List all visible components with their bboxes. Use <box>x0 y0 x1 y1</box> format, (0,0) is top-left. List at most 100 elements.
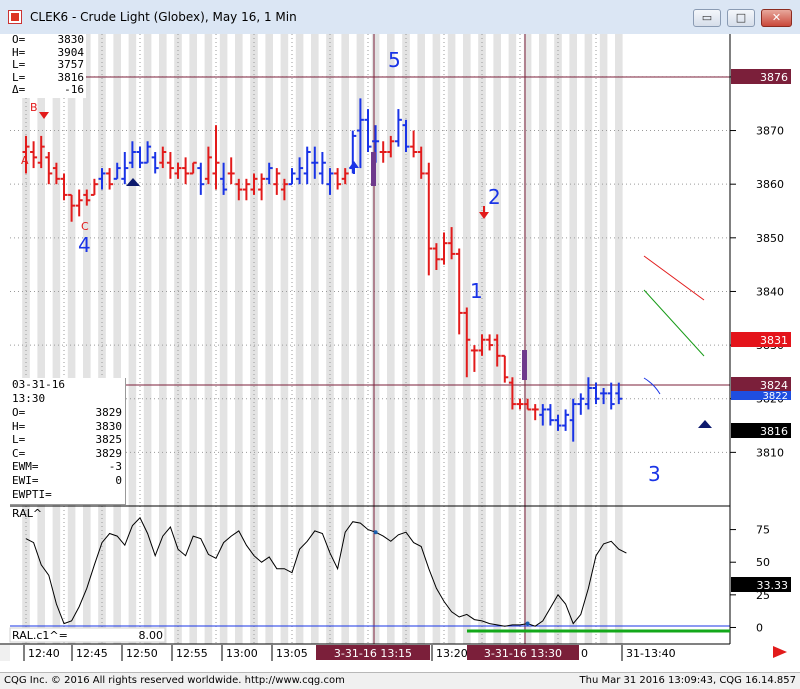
price-bar <box>478 334 486 356</box>
ohlc-label: L= <box>12 70 26 84</box>
price-bar <box>136 146 144 169</box>
price-bar <box>113 162 121 180</box>
buy-arrow-icon <box>126 178 140 186</box>
red-price-badge-text: 3831 <box>760 334 788 347</box>
cursor-data-label: O= <box>12 406 26 419</box>
time-label-partial: 0 <box>581 647 588 660</box>
bar-stripe <box>432 34 441 644</box>
close-button[interactable]: ✕ <box>761 9 792 27</box>
price-bar <box>501 354 509 383</box>
wave-label-3: 3 <box>648 462 661 486</box>
price-bar <box>554 414 562 431</box>
high-price-badge-text: 3876 <box>760 71 788 84</box>
price-bar <box>197 162 205 195</box>
price-axis[interactable] <box>731 34 800 672</box>
buy-arrow-icon <box>698 420 712 428</box>
cursor-data-value: 0 <box>115 473 122 487</box>
price-bar <box>516 398 524 410</box>
price-bar <box>387 135 395 158</box>
up-arrow-icon <box>349 161 359 174</box>
price-bar <box>220 162 228 195</box>
price-bar <box>75 189 83 217</box>
bar-stripe <box>143 34 152 644</box>
bar-stripe <box>37 34 45 644</box>
maximize-button[interactable]: □ <box>727 9 755 27</box>
price-bar <box>470 345 478 372</box>
last-price-badge-text: 3816 <box>760 425 788 438</box>
time-label: 12:55 <box>176 647 208 660</box>
cursor-data-row: EWM= -3 <box>10 460 125 474</box>
bar-stripe <box>341 34 349 644</box>
cursor-data-value: 3829 <box>95 406 123 419</box>
price-bar <box>356 98 364 169</box>
cursor-data-label: L= <box>12 433 26 447</box>
cursor-data-value: 3830 <box>95 419 123 433</box>
bar-stripe <box>159 34 167 644</box>
chart-area[interactable]: 5 4 3 2 1 A B C 388038703860385038403830… <box>0 34 800 672</box>
price-bar <box>151 152 159 174</box>
price-bar <box>212 125 220 190</box>
price-bar <box>121 152 129 185</box>
scroll-left-edge[interactable] <box>0 645 10 661</box>
time-label: 12:45 <box>76 647 108 660</box>
price-tick-label: 3810 <box>756 446 784 459</box>
time-cursor-badge <box>467 645 579 660</box>
indicator-tick-label: 50 <box>756 556 770 569</box>
projection-arc <box>643 377 661 395</box>
price-bar <box>546 404 554 426</box>
price-bar <box>577 393 585 415</box>
scroll-right-icon[interactable] <box>773 646 787 658</box>
price-bar <box>280 178 288 201</box>
ohlc-value: 3816 <box>57 70 85 84</box>
price-bar <box>326 168 334 195</box>
bar-stripe <box>523 34 532 644</box>
cursor-data-row: H= 3830 <box>10 420 125 434</box>
ohlc-label: O= <box>12 33 26 46</box>
cursor-data-row: EWI= 0 <box>10 474 125 488</box>
cursor-data-box: 03-31-16 13:30 O= 3829 H= 3830 L= 3825 C= 3829 E… <box>10 378 126 505</box>
projection-line-green <box>643 289 705 357</box>
indicator-tick-label: 0 <box>756 621 763 634</box>
bar-stripe <box>235 34 243 644</box>
high-price-badge <box>731 69 791 84</box>
price-bar <box>364 109 372 152</box>
price-bar <box>440 232 448 265</box>
status-bar: CQG Inc. © 2016 All rights reserved worl… <box>0 672 800 689</box>
price-bar <box>508 377 516 410</box>
ohlc-value: 3904 <box>57 45 85 59</box>
window-title: CLEK6 - Crude Light (Globex), May 16, 1 … <box>30 10 297 24</box>
minimize-button[interactable]: ▭ <box>693 9 721 27</box>
cursor-data-value: 3829 <box>95 446 123 460</box>
price-bar <box>106 168 114 190</box>
price-bar <box>562 409 570 431</box>
time-label: 31-13:40 <box>626 647 676 660</box>
sell-arrow-icon <box>39 112 49 119</box>
time-cursor-badge <box>316 645 430 660</box>
price-tick-label: 3850 <box>756 232 784 245</box>
cursor-data-row: C= 3829 <box>10 447 125 461</box>
price-bar <box>318 152 326 185</box>
cursor-price-badge <box>731 377 791 392</box>
ohlc-row: L= 3757 <box>10 59 86 72</box>
price-bar <box>159 146 167 169</box>
sell-arrow-icon <box>479 206 489 219</box>
price-bar <box>174 162 182 179</box>
ohlc-row: O= 3830 <box>10 33 86 47</box>
price-bar <box>600 388 608 405</box>
price-bar <box>227 157 235 185</box>
time-label: 12:50 <box>126 647 158 660</box>
bar-stripe <box>52 34 61 644</box>
cursor-data-label: EWM= <box>12 460 39 474</box>
price-bar <box>379 141 387 163</box>
time-label: 12:40 <box>28 647 60 660</box>
indicator-study-label: RAL.c1^= <box>12 629 68 642</box>
bar-stripe <box>615 34 623 644</box>
price-tick-label: 3870 <box>756 125 784 138</box>
wave-label-b: B <box>30 101 38 114</box>
price-bar <box>493 334 501 367</box>
ohlc-value: 3757 <box>57 58 85 72</box>
blue-price-badge <box>731 391 791 400</box>
wave-label-c: C <box>81 220 89 233</box>
price-bar <box>265 162 273 185</box>
wave-label-5: 5 <box>388 48 401 72</box>
